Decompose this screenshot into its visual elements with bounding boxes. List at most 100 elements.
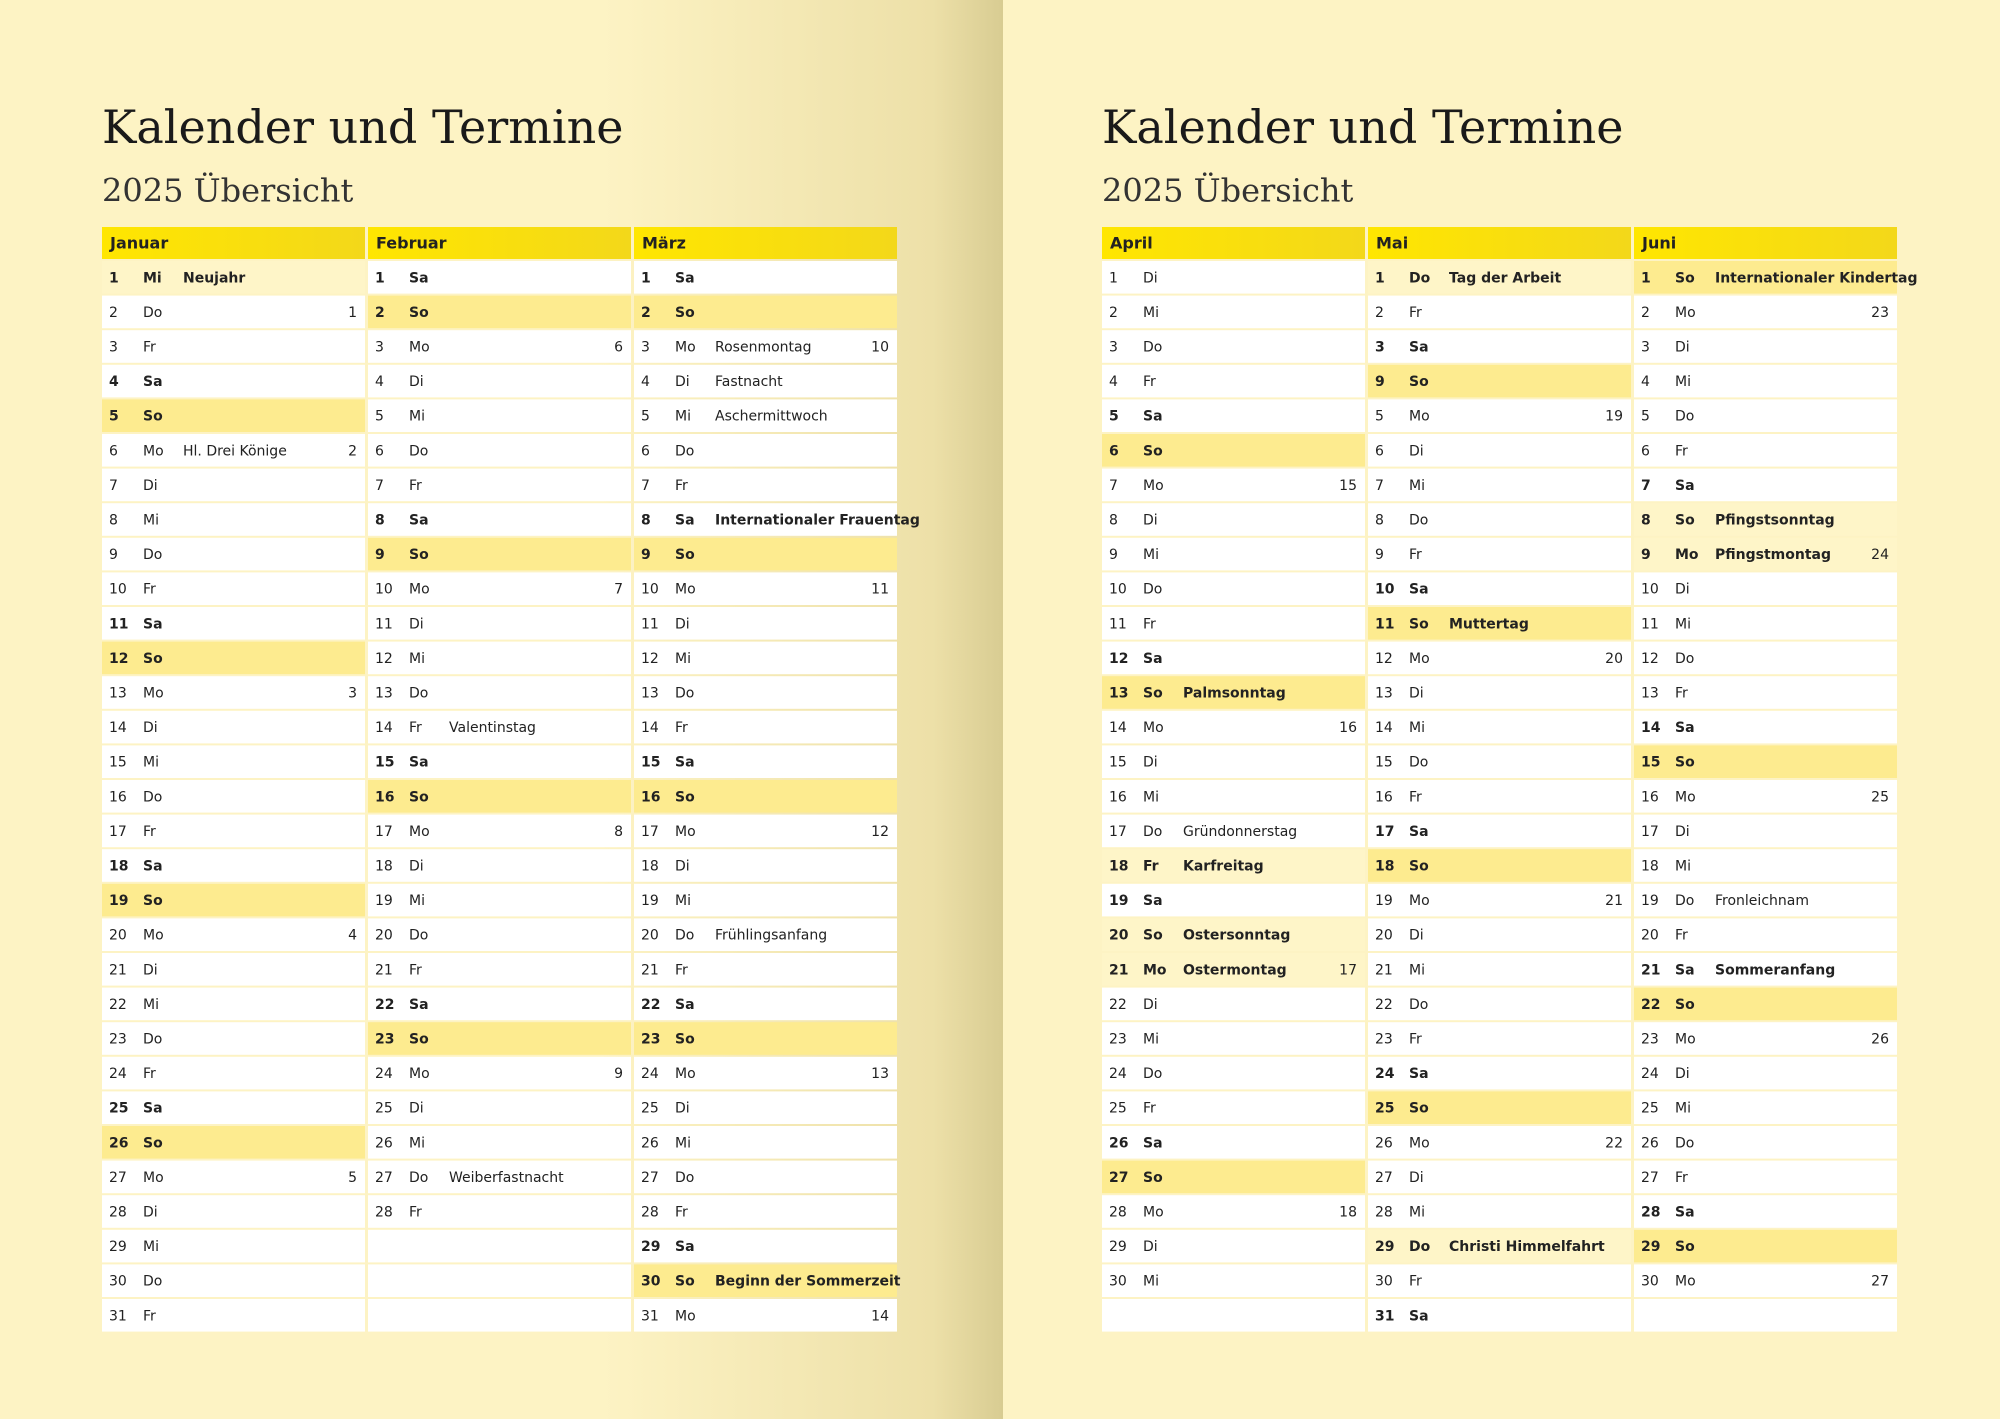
day-number: 7 — [1641, 478, 1651, 494]
weekday: Fr — [143, 824, 156, 840]
day-row — [634, 1056, 897, 1090]
day-number: 14 — [1641, 720, 1661, 736]
day-row — [102, 745, 365, 778]
month-header-bg — [102, 227, 365, 259]
day-number: 24 — [1109, 1066, 1127, 1082]
weekday: So — [1143, 686, 1163, 702]
day-row — [1102, 1229, 1365, 1263]
day-note: Ostermontag — [1183, 962, 1287, 978]
day-row — [1368, 261, 1631, 294]
day-number: 28 — [1109, 1205, 1127, 1221]
day-number: 12 — [641, 651, 659, 667]
weekday: Do — [1143, 824, 1162, 840]
day-row — [1634, 295, 1897, 329]
day-number: 22 — [641, 997, 660, 1013]
day-number: 31 — [109, 1308, 127, 1324]
weekday: Mi — [143, 1239, 159, 1255]
weekday: Mi — [143, 513, 159, 529]
week-number: 3 — [348, 686, 357, 702]
day-number: 28 — [109, 1205, 127, 1221]
day-number: 11 — [641, 616, 659, 632]
day-note: Palmsonntag — [1183, 686, 1286, 702]
day-number: 6 — [1375, 443, 1384, 459]
day-note: Fronleichnam — [1715, 893, 1809, 909]
day-note: Beginn der Sommerzeit — [715, 1274, 901, 1290]
day-row — [634, 918, 897, 951]
weekday: Di — [675, 1101, 690, 1117]
day-row — [1634, 1056, 1897, 1090]
day-row — [368, 434, 631, 467]
day-row — [1102, 918, 1365, 951]
weekday: Mi — [1143, 305, 1159, 321]
day-note: Internationaler Kindertag — [1715, 270, 1917, 286]
day-number: 14 — [1375, 720, 1393, 736]
week-number: 20 — [1605, 651, 1623, 667]
week-number: 6 — [614, 340, 623, 356]
weekday: Sa — [675, 997, 695, 1013]
day-number: 27 — [1109, 1170, 1128, 1186]
day-number: 9 — [1375, 547, 1384, 563]
day-row — [634, 987, 897, 1021]
day-number: 7 — [1109, 478, 1118, 494]
day-row — [634, 1264, 897, 1297]
day-row — [1368, 503, 1631, 536]
weekday: Do — [143, 305, 162, 321]
day-row — [102, 1091, 365, 1124]
day-row — [102, 780, 365, 813]
day-number: 16 — [1641, 789, 1659, 805]
day-number: 19 — [109, 893, 128, 909]
week-number: 8 — [614, 824, 623, 840]
weekday: Mi — [143, 997, 159, 1013]
day-number: 20 — [1109, 928, 1129, 944]
day-number: 19 — [1375, 893, 1393, 909]
week-number: 11 — [871, 582, 889, 598]
day-number: 25 — [109, 1101, 128, 1117]
day-row — [1634, 1195, 1897, 1228]
day-row — [102, 295, 365, 329]
day-number: 6 — [1109, 443, 1119, 459]
day-row — [1102, 987, 1365, 1021]
day-number: 22 — [1375, 997, 1393, 1013]
day-row — [368, 814, 631, 848]
day-row — [634, 261, 897, 294]
weekday: Do — [1675, 893, 1694, 909]
weekday: Sa — [1675, 962, 1695, 978]
weekday: Do — [143, 547, 162, 563]
day-row — [1102, 710, 1365, 744]
weekday: Fr — [409, 1205, 422, 1221]
day-row — [1634, 676, 1897, 709]
weekday: Do — [409, 1170, 428, 1186]
day-row — [368, 676, 631, 709]
weekday: Mi — [409, 1135, 425, 1151]
day-row — [1102, 434, 1365, 467]
day-number: 5 — [1375, 409, 1384, 425]
day-row — [368, 710, 631, 744]
day-row — [1102, 953, 1365, 986]
day-row — [368, 953, 631, 986]
weekday: Do — [1675, 1135, 1694, 1151]
day-row — [102, 814, 365, 848]
weekday: Sa — [409, 997, 429, 1013]
weekday: Di — [1409, 443, 1424, 459]
weekday: Sa — [143, 1101, 163, 1117]
weekday: Sa — [409, 755, 429, 771]
day-row — [1368, 987, 1631, 1021]
day-number: 29 — [1641, 1239, 1660, 1255]
weekday: Do — [1143, 1066, 1162, 1082]
day-number: 11 — [1375, 616, 1394, 632]
day-row — [1368, 1160, 1631, 1194]
day-row — [1102, 399, 1365, 432]
day-row — [368, 1195, 631, 1228]
weekday: Mi — [1675, 374, 1691, 390]
day-row — [1368, 953, 1631, 986]
weekday: Mo — [1143, 720, 1164, 736]
day-row — [1368, 780, 1631, 813]
day-row — [102, 537, 365, 571]
day-number: 12 — [1641, 651, 1659, 667]
month-name: Januar — [109, 234, 168, 253]
weekday: So — [675, 305, 695, 321]
weekday: Do — [675, 928, 694, 944]
day-number: 18 — [1375, 859, 1394, 875]
day-number: 27 — [109, 1170, 127, 1186]
